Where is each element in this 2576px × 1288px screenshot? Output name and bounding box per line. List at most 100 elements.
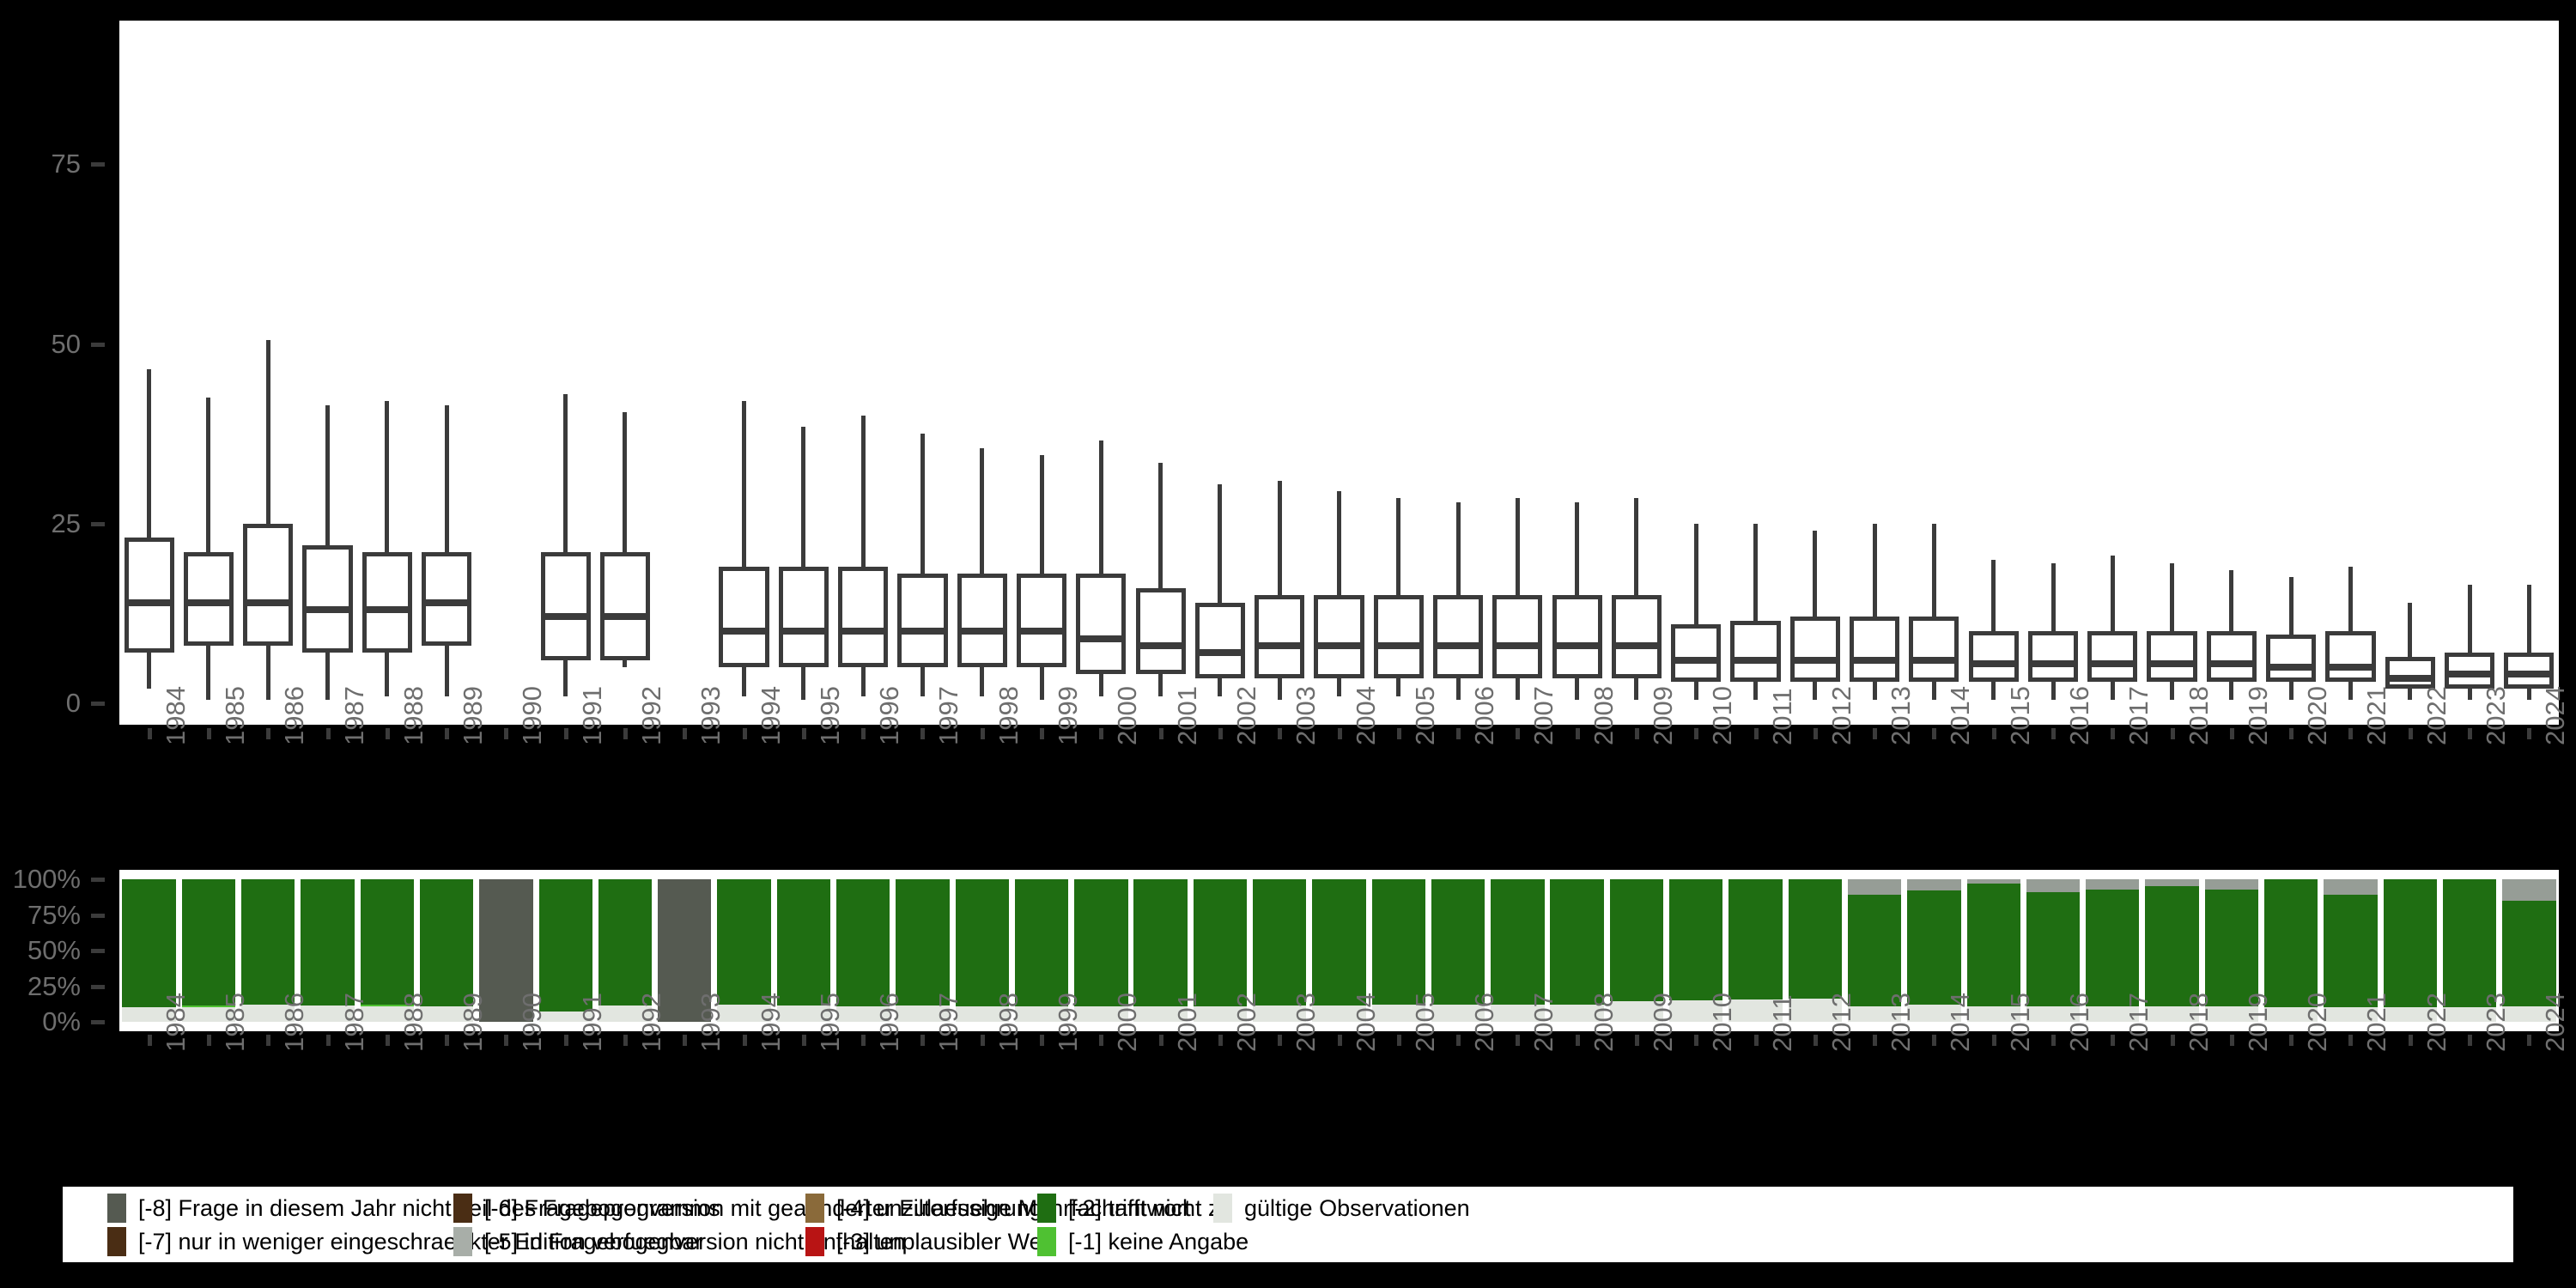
upper-whisker — [1813, 531, 1818, 617]
bar-segment-valid — [896, 1005, 950, 1022]
bar-segment--2 — [1609, 879, 1664, 1001]
upper-whisker — [2229, 570, 2234, 632]
legend-item--6[interactable]: [-6] Fragebogenversion mit geaenderter F… — [453, 1194, 1042, 1223]
bar-segment-valid — [1253, 1005, 1307, 1022]
boxplot-xtick-mark — [1218, 728, 1223, 739]
barchart-xtick-mark — [504, 1035, 509, 1046]
bar-stack-2008 — [1550, 879, 1604, 1022]
barchart-xtick-label-2010: 2010 — [1707, 993, 1738, 1052]
boxplot-xtick-label-2001: 2001 — [1171, 686, 1202, 745]
upper-whisker — [2170, 562, 2175, 632]
barchart-xtick-mark — [147, 1035, 152, 1046]
upper-whisker — [1455, 501, 1461, 596]
lower-whisker — [1813, 681, 1818, 700]
box-iqr — [2147, 631, 2197, 682]
lower-whisker — [1039, 667, 1044, 700]
boxplot-xtick-label-1994: 1994 — [755, 686, 786, 745]
upper-whisker — [206, 398, 211, 553]
boxplot-box-1987 — [298, 21, 357, 725]
barchart-ytick-label: 50% — [27, 935, 81, 965]
barchart-xtick-mark — [1396, 1035, 1401, 1046]
barchart-ytick-mark — [91, 878, 105, 882]
box-iqr — [1968, 631, 2019, 682]
boxplot-xtick-label-1987: 1987 — [338, 686, 369, 745]
boxplot-xtick-mark — [683, 728, 688, 739]
box-iqr — [1255, 595, 1305, 678]
box-median — [1432, 641, 1484, 649]
bar-segment--2 — [1431, 879, 1485, 1005]
boxplot-xtick-label-2011: 2011 — [1766, 688, 1797, 745]
boxplot-xtick-label-2017: 2017 — [2123, 686, 2154, 745]
legend: [-8] Frage in diesem Jahr nicht Teil des… — [63, 1187, 2513, 1262]
legend-item-valid[interactable]: gültige Observationen — [1213, 1194, 1470, 1223]
bar-stack-2003 — [1253, 879, 1307, 1022]
bar-segment--2 — [2383, 879, 2437, 1007]
legend-swatch-valid — [1213, 1194, 1232, 1223]
bar-segment--2 — [2145, 886, 2199, 1006]
barchart-xtick-mark — [1634, 1035, 1639, 1046]
bar-segment--2 — [1907, 890, 1961, 1005]
legend-item--3[interactable]: [-3] unplausibler Wert — [805, 1227, 1056, 1256]
bar-segment-valid — [1609, 1000, 1664, 1022]
upper-whisker — [563, 394, 568, 553]
lower-whisker — [563, 659, 568, 696]
box-median — [540, 613, 591, 621]
box-iqr — [1611, 595, 1662, 678]
legend-label-valid: gültige Observationen — [1244, 1194, 1470, 1221]
bar-segment-valid — [1907, 1005, 1961, 1022]
bar-stack-1991 — [538, 879, 592, 1022]
barchart-xtick-label-1990: 1990 — [517, 993, 548, 1052]
upper-whisker — [265, 340, 270, 524]
boxplot-xtick-label-1990: 1990 — [517, 686, 548, 745]
box-iqr — [2027, 631, 2079, 682]
lower-whisker — [1515, 677, 1520, 700]
boxplot-xtick-label-1986: 1986 — [279, 686, 310, 745]
legend-item--4[interactable]: [-4] unzulaessige Mehrfachantwort — [805, 1194, 1191, 1223]
boxplot-panel — [119, 21, 2559, 725]
upper-whisker — [2348, 566, 2353, 632]
box-median — [897, 628, 948, 635]
upper-whisker — [2408, 602, 2413, 657]
box-median — [421, 598, 472, 606]
box-iqr — [1076, 574, 1127, 675]
bar-segment--2 — [1253, 879, 1307, 1005]
barchart-xtick-mark — [2170, 1035, 2175, 1046]
boxplot-xtick-label-2016: 2016 — [2064, 686, 2094, 745]
lower-whisker — [1753, 681, 1759, 700]
upper-whisker — [1277, 480, 1282, 596]
boxplot-box-2010 — [1667, 21, 1726, 725]
bar-segment-valid — [1014, 1005, 1069, 1022]
box-iqr — [1016, 574, 1067, 668]
barchart-xtick-label-2008: 2008 — [1588, 993, 1619, 1052]
barchart-xtick-label-1988: 1988 — [398, 993, 428, 1052]
boxplot-xtick-mark — [2408, 728, 2413, 739]
bar-stack-2009 — [1609, 879, 1664, 1022]
boxplot-xtick-label-2000: 2000 — [1112, 686, 1143, 745]
bar-stack-2001 — [1133, 879, 1188, 1022]
legend-item--2[interactable]: [-2] trifft nicht zu — [1037, 1194, 1233, 1223]
bar-segment--5 — [1847, 879, 1902, 896]
boxplot-box-2013 — [1844, 21, 1904, 725]
boxplot-xtick-label-1998: 1998 — [993, 686, 1024, 745]
boxplot-xtick-label-2022: 2022 — [2421, 686, 2451, 745]
barchart-xtick-mark — [861, 1035, 866, 1046]
box-median — [2206, 659, 2257, 667]
box-median — [1909, 656, 1959, 664]
boxplot-box-2015 — [1964, 21, 2023, 725]
bar-stack-2012 — [1788, 879, 1843, 1022]
legend-swatch--6 — [453, 1194, 472, 1223]
legend-item--1[interactable]: [-1] keine Angabe — [1037, 1227, 1249, 1256]
legend-item--7[interactable]: [-7] nur in weniger eingeschraenkter Edi… — [107, 1227, 702, 1256]
boxplot-xtick-label-2024: 2024 — [2540, 686, 2571, 745]
legend-item--8[interactable]: [-8] Frage in diesem Jahr nicht Teil des… — [107, 1194, 720, 1223]
legend-item--5[interactable]: [-5] in Fragebogenversion nicht enthalte… — [453, 1227, 906, 1256]
boxplot-box-1991 — [536, 21, 595, 725]
bar-stack-2007 — [1491, 879, 1545, 1022]
bar-segment--2 — [301, 879, 355, 1005]
bar-segment--2 — [896, 879, 950, 1005]
bar-segment--2 — [360, 879, 414, 1005]
boxplot-xtick-mark — [1040, 728, 1045, 739]
boxplot-xtick-mark — [325, 728, 331, 739]
boxplot-xtick-label-1989: 1989 — [458, 686, 489, 745]
